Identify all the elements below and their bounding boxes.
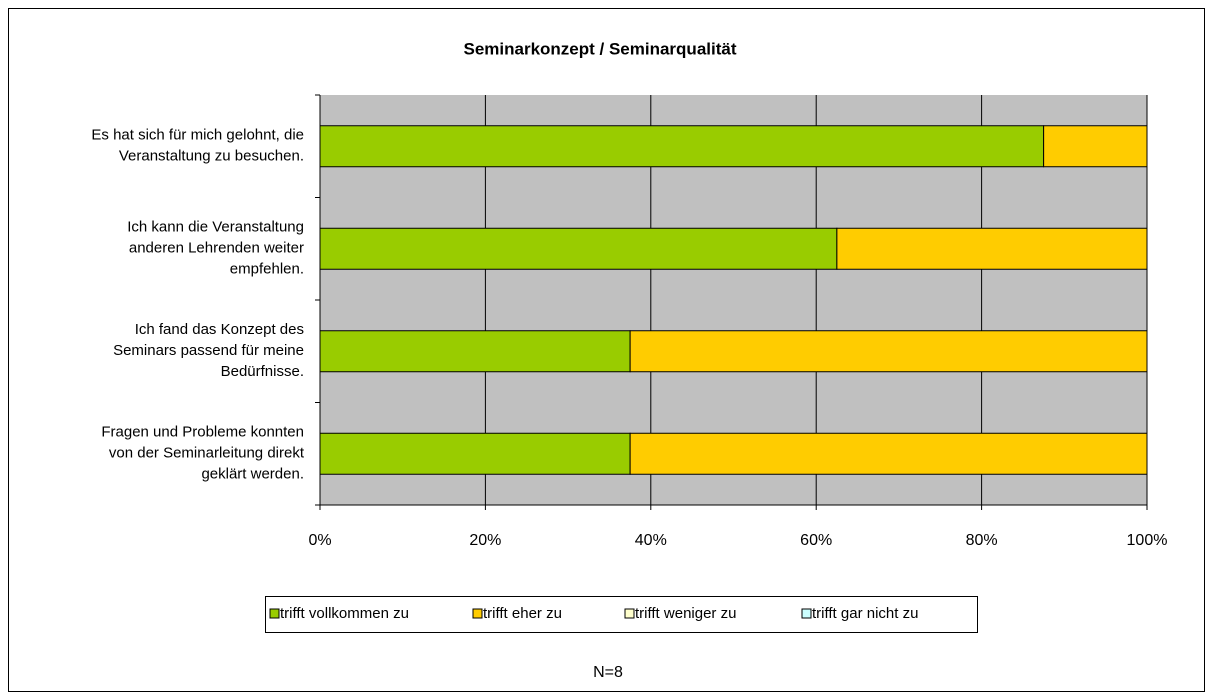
legend-label: trifft eher zu bbox=[483, 605, 562, 622]
y-tick-label: von der Seminarleitung direkt bbox=[109, 445, 305, 462]
x-tick-label: 100% bbox=[1127, 532, 1168, 549]
x-tick-label: 80% bbox=[966, 532, 998, 549]
legend-swatch bbox=[801, 608, 812, 619]
bar-segment bbox=[629, 432, 1148, 475]
y-tick-label: Fragen und Probleme konnten bbox=[101, 424, 304, 441]
bar-segment bbox=[319, 330, 631, 373]
y-tick-label: Seminars passend für meine bbox=[113, 342, 304, 359]
bar-segment bbox=[836, 227, 1148, 270]
legend-label: trifft weniger zu bbox=[635, 605, 736, 622]
y-tick-label: Veranstaltung zu besuchen. bbox=[119, 148, 304, 165]
y-tick-label: anderen Lehrenden weiter bbox=[129, 240, 304, 257]
legend-swatch bbox=[269, 608, 280, 619]
legend-swatch bbox=[472, 608, 483, 619]
legend-swatch bbox=[624, 608, 635, 619]
y-tick-label: Bedürfnisse. bbox=[221, 363, 304, 380]
chart-title: Seminarkonzept / Seminarqualität bbox=[463, 39, 736, 58]
legend-label: trifft vollkommen zu bbox=[280, 605, 409, 622]
legend-box bbox=[265, 596, 978, 633]
bar-segment bbox=[319, 432, 631, 475]
legend-label: trifft gar nicht zu bbox=[812, 605, 918, 622]
x-tick-label: 60% bbox=[800, 532, 832, 549]
bar-segment bbox=[629, 330, 1148, 373]
y-tick-label: Ich fand das Konzept des bbox=[135, 321, 304, 338]
x-tick-label: 40% bbox=[635, 532, 667, 549]
y-tick-label: Es hat sich für mich gelohnt, die bbox=[91, 127, 304, 144]
x-tick-label: 0% bbox=[308, 532, 331, 549]
annotation: N=8 bbox=[593, 664, 623, 681]
bar-segment bbox=[1043, 125, 1148, 168]
bar-segment bbox=[319, 125, 1045, 168]
bar-segment bbox=[319, 227, 838, 270]
y-tick-label: empfehlen. bbox=[230, 261, 304, 278]
x-tick-label: 20% bbox=[469, 532, 501, 549]
y-tick-label: Ich kann die Veranstaltung bbox=[127, 219, 304, 236]
y-tick-label: geklärt werden. bbox=[201, 466, 304, 483]
